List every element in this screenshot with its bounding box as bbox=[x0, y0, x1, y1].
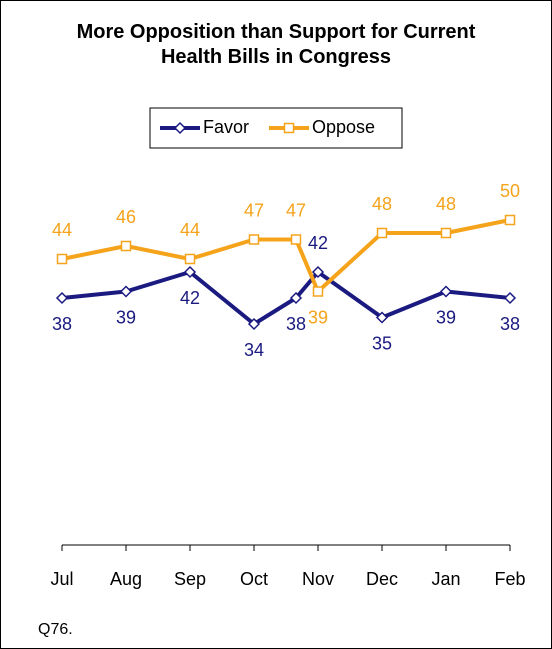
data-label: 34 bbox=[244, 340, 264, 360]
data-label: 39 bbox=[436, 307, 456, 327]
point bbox=[290, 234, 302, 245]
data-label: 42 bbox=[308, 233, 328, 253]
point bbox=[119, 285, 133, 298]
data-label: 48 bbox=[436, 194, 456, 214]
point bbox=[376, 227, 388, 239]
data-label: 44 bbox=[52, 220, 72, 240]
data-label: 46 bbox=[116, 207, 136, 227]
point bbox=[503, 291, 517, 305]
x-tick-label: Feb bbox=[494, 569, 525, 589]
x-tick-label: Sep bbox=[174, 569, 206, 589]
point bbox=[56, 253, 68, 265]
data-label: 47 bbox=[244, 200, 264, 220]
point bbox=[440, 227, 452, 239]
point bbox=[184, 253, 196, 265]
point bbox=[248, 234, 260, 245]
note: Q76. bbox=[38, 621, 73, 638]
data-label: 35 bbox=[372, 333, 392, 353]
data-label: 48 bbox=[372, 194, 392, 214]
data-label: 38 bbox=[286, 314, 306, 334]
point bbox=[120, 240, 132, 252]
legend-marker bbox=[173, 121, 187, 135]
point bbox=[311, 265, 325, 279]
point bbox=[183, 265, 197, 279]
point bbox=[375, 311, 389, 324]
x-tick-label: Nov bbox=[302, 569, 334, 589]
point bbox=[312, 286, 324, 297]
point bbox=[504, 214, 516, 226]
data-label: 50 bbox=[500, 181, 520, 201]
data-label: 38 bbox=[500, 314, 520, 334]
point bbox=[439, 285, 453, 298]
data-label: 39 bbox=[116, 307, 136, 327]
data-label: 44 bbox=[180, 220, 200, 240]
data-label: 42 bbox=[180, 288, 200, 308]
data-label: 47 bbox=[286, 200, 306, 220]
legend-label: Favor bbox=[203, 117, 249, 137]
x-tick-label: Jan bbox=[431, 569, 460, 589]
data-label: 38 bbox=[52, 314, 72, 334]
point bbox=[247, 317, 261, 331]
x-tick-label: Jul bbox=[50, 569, 73, 589]
data-label: 39 bbox=[308, 307, 328, 327]
x-tick-label: Oct bbox=[240, 569, 268, 589]
x-tick-label: Aug bbox=[110, 569, 142, 589]
point bbox=[55, 291, 69, 305]
legend-label: Oppose bbox=[312, 117, 375, 137]
x-tick-label: Dec bbox=[366, 569, 398, 589]
chart-title: More Opposition than Support for Current… bbox=[76, 21, 476, 68]
legend-marker bbox=[283, 122, 295, 134]
point bbox=[289, 291, 303, 305]
